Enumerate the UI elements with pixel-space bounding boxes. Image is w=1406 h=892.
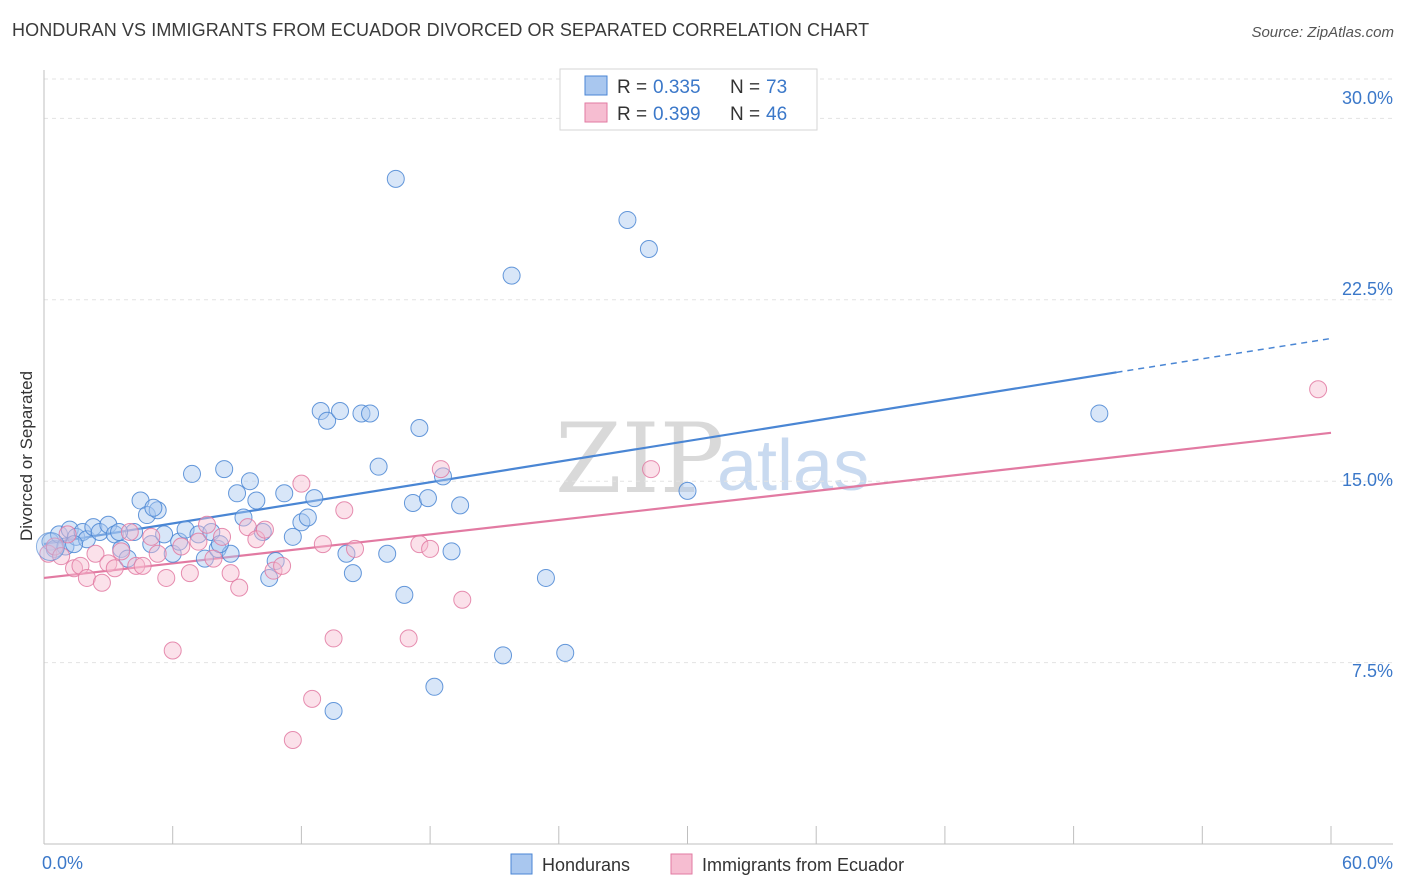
- bottom-legend-swatch-ecuador: [671, 854, 692, 874]
- point-1-26: [231, 579, 248, 596]
- point-0-47: [344, 565, 361, 582]
- point-1-14: [134, 557, 151, 574]
- point-0-23: [184, 465, 201, 482]
- point-1-19: [173, 538, 190, 555]
- legend-n-label-2: N =: [730, 104, 760, 125]
- point-1-8: [93, 574, 110, 591]
- point-1-6: [78, 569, 95, 586]
- point-0-65: [619, 211, 636, 228]
- bottom-legend-label-ecuador: Immigrants from Ecuador: [702, 855, 904, 875]
- point-1-16: [149, 545, 166, 562]
- x-tick-label-min: 0.0%: [42, 853, 83, 873]
- point-0-37: [276, 485, 293, 502]
- point-0-32: [241, 473, 258, 490]
- point-0-66: [640, 240, 657, 257]
- point-1-36: [325, 630, 342, 647]
- bottom-legend-label-hondurans: Hondurans: [542, 855, 630, 875]
- legend-n-value-1: 73: [766, 77, 787, 98]
- point-1-10: [106, 560, 123, 577]
- point-0-60: [452, 497, 469, 514]
- y-tick-label-15: 15.0%: [1342, 470, 1393, 490]
- point-1-45: [1310, 381, 1327, 398]
- point-0-68: [1091, 405, 1108, 422]
- point-0-63: [537, 569, 554, 586]
- legend-r-value-2: 0.399: [653, 104, 701, 125]
- point-0-51: [379, 545, 396, 562]
- legend-swatch-ecuador: [585, 103, 607, 122]
- point-0-62: [503, 267, 520, 284]
- point-1-39: [400, 630, 417, 647]
- legend-r-label-2: R =: [617, 104, 647, 125]
- y-axis-title: Divorced or Separated: [17, 371, 36, 541]
- point-0-56: [419, 490, 436, 507]
- point-0-55: [411, 419, 428, 436]
- point-0-33: [248, 492, 265, 509]
- point-1-31: [274, 557, 291, 574]
- point-0-30: [229, 485, 246, 502]
- point-1-17: [158, 569, 175, 586]
- y-tick-label-7-5: 7.5%: [1352, 661, 1393, 681]
- point-0-52: [387, 170, 404, 187]
- point-1-37: [336, 502, 353, 519]
- point-1-23: [205, 550, 222, 567]
- point-1-24: [214, 528, 231, 545]
- point-cluster-origin: [36, 532, 64, 560]
- point-1-15: [143, 528, 160, 545]
- correlation-legend: R = 0.335 N = 73 R = 0.399 N = 46: [560, 69, 817, 130]
- y-tick-label-22-5: 22.5%: [1342, 279, 1393, 299]
- point-1-33: [293, 475, 310, 492]
- point-0-45: [332, 403, 349, 420]
- point-1-20: [181, 565, 198, 582]
- legend-n-label-1: N =: [730, 77, 760, 98]
- point-0-40: [299, 509, 316, 526]
- point-1-41: [422, 540, 439, 557]
- point-0-54: [404, 494, 421, 511]
- point-1-34: [304, 690, 321, 707]
- legend-r-value-1: 0.335: [653, 77, 701, 98]
- point-1-18: [164, 642, 181, 659]
- point-1-42: [432, 461, 449, 478]
- trend-line-dashed-0: [1117, 338, 1332, 372]
- y-tick-label-30: 30.0%: [1342, 88, 1393, 108]
- legend-n-value-2: 46: [766, 104, 787, 125]
- point-0-61: [495, 647, 512, 664]
- point-1-21: [190, 533, 207, 550]
- point-0-64: [557, 644, 574, 661]
- point-1-35: [314, 536, 331, 553]
- point-1-43: [454, 591, 471, 608]
- point-1-29: [256, 521, 273, 538]
- point-0-50: [370, 458, 387, 475]
- point-0-44: [325, 702, 342, 719]
- point-0-67: [679, 482, 696, 499]
- point-1-38: [347, 540, 364, 557]
- point-0-49: [362, 405, 379, 422]
- scatter-chart: ZIP atlas Divorced or Separated R = 0.33…: [0, 0, 1406, 892]
- legend-r-label-1: R =: [617, 77, 647, 98]
- point-1-12: [121, 523, 138, 540]
- bottom-legend-swatch-hondurans: [511, 854, 532, 874]
- point-1-22: [199, 516, 216, 533]
- point-0-28: [216, 461, 233, 478]
- series-legend: Hondurans Immigrants from Ecuador: [511, 854, 904, 875]
- point-1-44: [643, 461, 660, 478]
- point-0-57: [426, 678, 443, 695]
- point-0-59: [443, 543, 460, 560]
- grid: [44, 79, 1393, 663]
- point-0-41: [306, 490, 323, 507]
- point-1-32: [284, 731, 301, 748]
- legend-swatch-hondurans: [585, 76, 607, 95]
- point-1-11: [113, 543, 130, 560]
- x-tick-label-max: 60.0%: [1342, 853, 1393, 873]
- point-0-53: [396, 586, 413, 603]
- point-0-71: [145, 499, 162, 516]
